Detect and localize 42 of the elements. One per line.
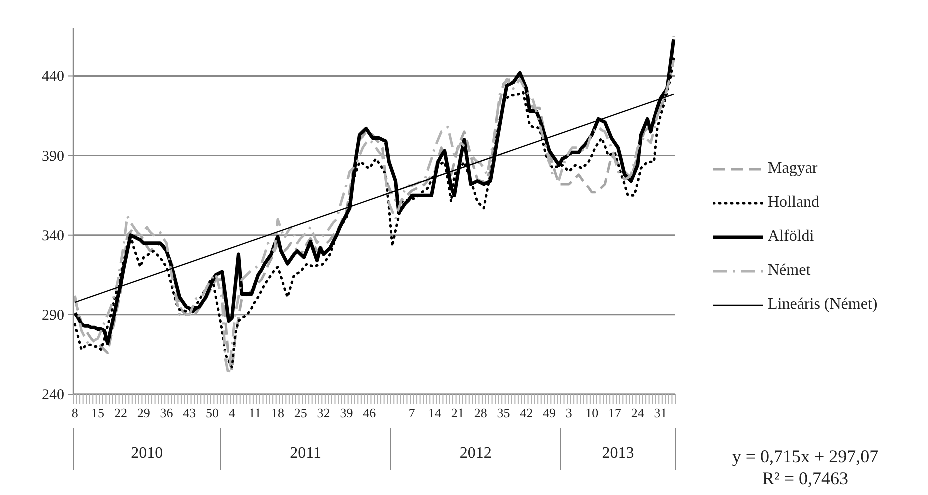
x-tick-label: 22	[114, 406, 128, 420]
x-tick-label: 32	[317, 406, 330, 420]
legend-label: Alföldi	[768, 228, 814, 246]
x-tick-label: 8	[72, 406, 78, 420]
text: R² = 0,7463	[762, 468, 849, 488]
x-tick-label: 11	[248, 406, 262, 420]
x-tick-label: 31	[654, 406, 668, 420]
x-tick-label: 28	[474, 406, 488, 420]
text: 2013	[602, 445, 634, 462]
x-tick-label: 17	[608, 406, 622, 420]
x-tick-label: 29	[137, 406, 150, 420]
x-tick-label: 46	[363, 406, 377, 420]
x-tick-label: 39	[340, 406, 354, 420]
x-tick-label: 36	[160, 406, 174, 420]
text: y = 0,715x + 297,07	[732, 446, 879, 466]
legend-label: Lineáris (Német)	[768, 296, 878, 314]
y-tick-label: 290	[42, 308, 64, 324]
x-tick-label: 3	[566, 406, 572, 420]
x-tick-label: 21	[451, 406, 464, 420]
x-tick-label: 49	[543, 406, 556, 420]
y-tick-label: 390	[42, 148, 64, 165]
y-tick-label: 340	[42, 228, 64, 244]
x-tick-label: 14	[428, 406, 442, 420]
x-tick-label: 43	[183, 406, 196, 420]
legend-label: Holland	[768, 194, 820, 212]
x-tick-label: 25	[294, 406, 308, 420]
legend-label: Német	[768, 262, 811, 280]
x-tick-label: 42	[520, 406, 534, 420]
x-tick-label: 10	[586, 406, 599, 420]
y-tick-label: 240	[42, 388, 64, 404]
legend-label: Magyar	[768, 160, 818, 178]
x-tick-label: 50	[206, 406, 220, 420]
text: 2012	[460, 445, 492, 462]
x-tick-label: 4	[228, 406, 236, 420]
x-tick-label: 18	[271, 406, 284, 420]
text: 2011	[290, 445, 322, 462]
x-tick-label: 7	[408, 406, 416, 420]
y-tick-label: 440	[42, 69, 64, 86]
x-tick-label: 24	[631, 406, 645, 420]
x-tick-label: 35	[497, 406, 510, 420]
text: 2010	[131, 445, 164, 462]
x-tick-label: 15	[92, 406, 105, 420]
